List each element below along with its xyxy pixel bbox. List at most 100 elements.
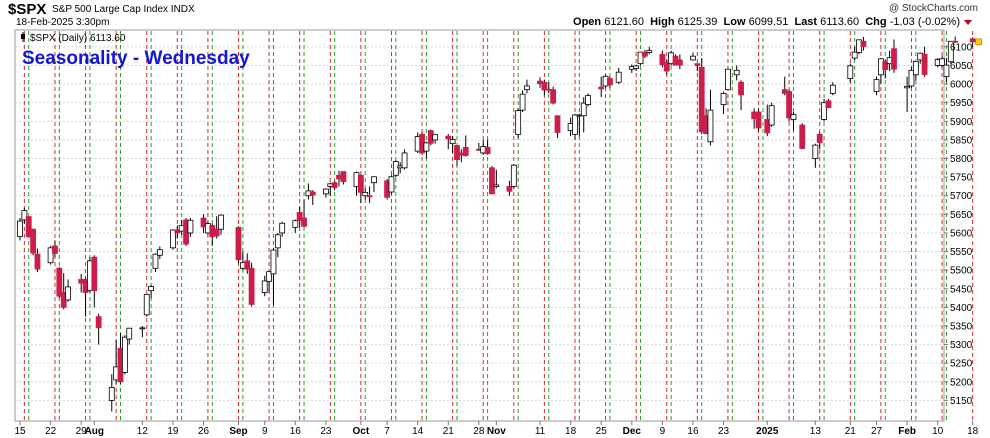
brand-watermark: @ StockCharts.com bbox=[888, 3, 978, 14]
candle-body bbox=[95, 316, 102, 329]
candle-body bbox=[121, 336, 128, 373]
x-tick-label: 10 bbox=[932, 426, 944, 437]
candle-body bbox=[292, 220, 299, 228]
x-tick-label: 16 bbox=[290, 426, 302, 437]
candle-body bbox=[799, 124, 806, 149]
candle bbox=[170, 229, 176, 250]
x-tick-label: 28 bbox=[473, 426, 485, 437]
x-tick-label: 14 bbox=[412, 426, 424, 437]
x-tick-label: Dec bbox=[623, 426, 642, 437]
candle bbox=[921, 46, 928, 77]
y-tick-label: 5550 bbox=[950, 247, 973, 258]
candle-body bbox=[969, 38, 976, 43]
candle-body bbox=[694, 63, 701, 66]
candle bbox=[296, 206, 303, 228]
candle bbox=[642, 49, 648, 59]
chg-label: Chg bbox=[865, 16, 887, 28]
candle-body bbox=[274, 234, 281, 249]
x-tick-label: 7 bbox=[384, 426, 390, 437]
symbol-label: $SPX bbox=[8, 1, 47, 18]
candle bbox=[366, 186, 373, 204]
candle bbox=[292, 219, 299, 233]
candle bbox=[274, 232, 281, 258]
candle-body bbox=[515, 110, 522, 135]
candle-body bbox=[56, 267, 63, 297]
y-tick-label: 6050 bbox=[950, 61, 973, 72]
candle bbox=[392, 160, 399, 178]
y-tick-label: 5900 bbox=[950, 117, 973, 128]
candle bbox=[659, 50, 666, 68]
candle bbox=[91, 255, 98, 308]
candle-body bbox=[720, 92, 727, 105]
candle bbox=[707, 89, 714, 146]
chg-value: -1.03 (-0.02%) bbox=[889, 16, 960, 28]
y-tick-label: 5150 bbox=[950, 396, 973, 407]
candle-body bbox=[733, 69, 740, 76]
candle bbox=[904, 76, 911, 113]
candle-body bbox=[786, 91, 793, 119]
candle bbox=[126, 327, 133, 345]
candle bbox=[30, 228, 37, 256]
candle-body bbox=[366, 195, 373, 198]
y-tick-label: 5450 bbox=[950, 284, 973, 295]
candle-body bbox=[235, 226, 242, 261]
candle-body bbox=[519, 93, 526, 111]
candle-body bbox=[908, 69, 915, 87]
candle-body bbox=[882, 61, 889, 70]
open-value: 6121.60 bbox=[604, 16, 644, 28]
candle-body bbox=[825, 100, 832, 108]
candle-body bbox=[91, 256, 98, 292]
candle bbox=[816, 132, 823, 150]
candle-body bbox=[270, 249, 277, 275]
candle-body bbox=[52, 245, 58, 254]
candle-body bbox=[322, 188, 329, 195]
candle-body bbox=[362, 191, 369, 197]
candle bbox=[882, 59, 889, 79]
candle bbox=[912, 60, 919, 81]
candle bbox=[493, 169, 500, 189]
candle bbox=[244, 253, 251, 274]
candle-body bbox=[860, 40, 867, 47]
x-tick-label: 21 bbox=[845, 426, 857, 437]
candle-body bbox=[143, 293, 150, 316]
candle-body bbox=[401, 152, 408, 169]
candle-body bbox=[506, 186, 513, 192]
x-tick-label: 2025 bbox=[756, 426, 779, 437]
candle bbox=[690, 52, 696, 61]
candle-body bbox=[392, 161, 399, 176]
last-value: 6113.60 bbox=[820, 16, 860, 28]
legend-swatch-icon bbox=[21, 32, 25, 42]
candle bbox=[633, 64, 640, 72]
x-tick-label: 9 bbox=[262, 426, 268, 437]
low-value: 6099.51 bbox=[748, 16, 789, 28]
y-tick-label: 6100 bbox=[950, 42, 973, 53]
candle-body bbox=[170, 229, 176, 249]
candle-body bbox=[821, 102, 827, 120]
candle-body bbox=[585, 95, 591, 105]
candle bbox=[720, 91, 727, 114]
candle bbox=[829, 82, 836, 96]
candle-body bbox=[65, 286, 71, 301]
candle bbox=[969, 37, 982, 48]
candle bbox=[401, 149, 408, 170]
candle bbox=[524, 79, 530, 94]
candle-body bbox=[847, 65, 854, 79]
y-axis: 5150 5200 5250 5300 5350 5400 5450 5500 5550 5600… bbox=[944, 42, 973, 407]
candle bbox=[261, 275, 268, 297]
last-label: Last bbox=[794, 16, 818, 28]
x-tick-label: 21 bbox=[443, 426, 455, 437]
candle bbox=[860, 36, 867, 51]
candle-body bbox=[580, 102, 587, 117]
candle-body bbox=[690, 55, 696, 61]
x-tick-label: 9 bbox=[660, 426, 666, 437]
candle-body bbox=[939, 58, 945, 66]
candle bbox=[738, 80, 744, 111]
candle bbox=[445, 133, 452, 150]
x-tick-label: 12 bbox=[137, 426, 149, 437]
candle-body bbox=[725, 68, 731, 91]
candle bbox=[266, 271, 272, 293]
candle bbox=[156, 246, 163, 259]
candle bbox=[698, 58, 705, 135]
